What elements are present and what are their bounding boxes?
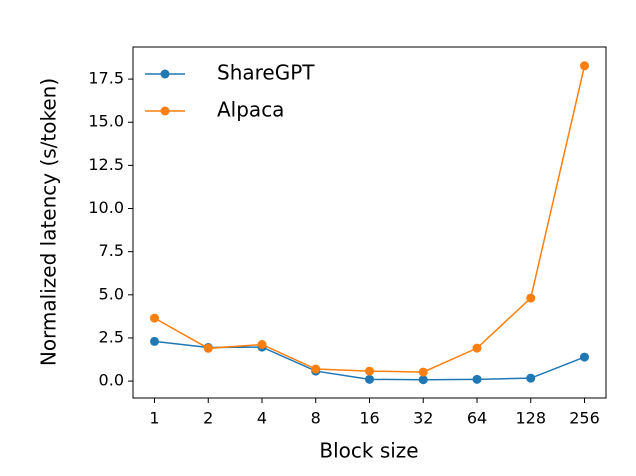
point [472, 343, 482, 353]
y-tick-label: 5.0 [99, 284, 124, 303]
point [257, 340, 267, 350]
point [526, 293, 536, 303]
point [418, 367, 428, 377]
x-tick-label: 32 [413, 409, 433, 428]
y-tick-label: 12.5 [88, 155, 124, 174]
legend-text: Alpaca [217, 98, 284, 122]
point [526, 373, 536, 383]
y-tick-label: 7.5 [99, 241, 124, 260]
point [580, 352, 589, 362]
point [365, 366, 374, 376]
x-tick-label: 1 [149, 409, 159, 428]
x-tick-label: 128 [515, 409, 546, 428]
y-tick-label: 17.5 [88, 69, 124, 88]
point [472, 374, 482, 384]
legend-text: ShareGPT [217, 61, 315, 85]
point [150, 336, 159, 346]
x-tick-label: 16 [359, 409, 379, 428]
legend-marker [160, 106, 170, 116]
point [580, 61, 589, 71]
legend-marker [160, 69, 170, 79]
x-tick-label: 256 [569, 409, 600, 428]
y-tick-label: 2.5 [99, 327, 124, 346]
x-tick-label: 8 [311, 409, 321, 428]
point [418, 375, 428, 385]
y-tick-label: 15.0 [88, 112, 124, 131]
point [311, 364, 321, 374]
x-tick-label: 64 [467, 409, 487, 428]
x-tick-label: 2 [203, 409, 213, 428]
x-tick-label: 4 [257, 409, 267, 428]
y-tick-label: 10.0 [88, 198, 124, 217]
point [150, 313, 159, 323]
x-axis-title: Block size [319, 439, 418, 463]
y-axis-title: Normalized latency (s/token) [37, 78, 61, 366]
y-tick-label: 0.0 [99, 371, 124, 390]
point [203, 343, 213, 353]
point [365, 374, 374, 384]
